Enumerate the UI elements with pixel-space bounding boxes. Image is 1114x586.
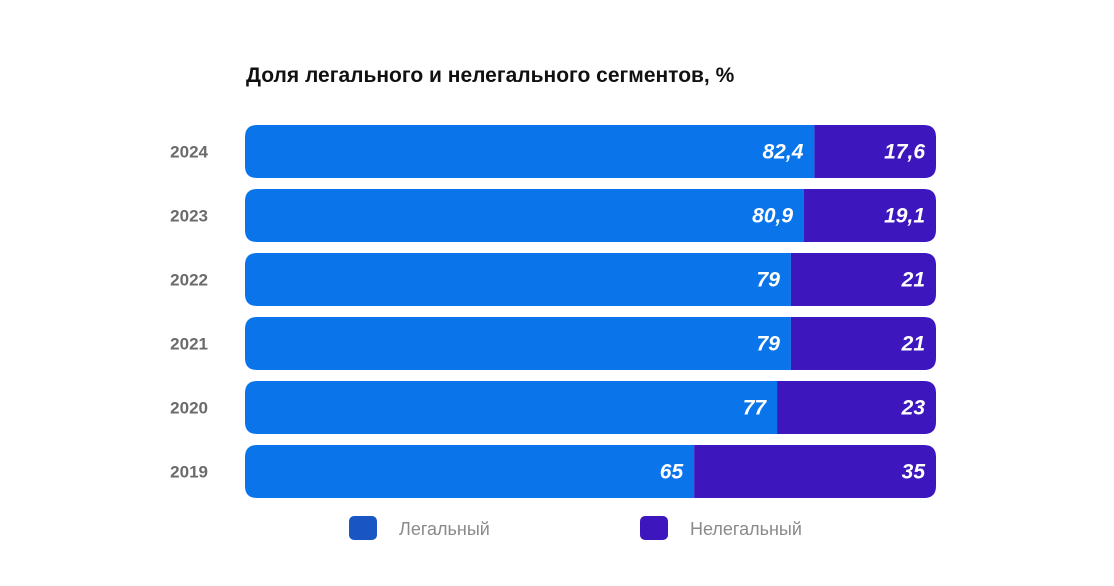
chart-title: Доля легального и нелегального сегментов… [246,64,735,87]
bar-legal [245,381,778,434]
bar-illegal [790,253,936,306]
bar-legal [245,317,791,370]
year-label: 2022 [170,271,208,290]
value-label-legal: 79 [757,333,781,356]
bar-illegal [814,125,936,178]
bar-illegal [790,317,936,370]
legend-label-illegal: Нелегальный [690,519,802,539]
value-label-legal: 80,9 [752,205,793,228]
year-label: 2020 [170,399,208,418]
year-label: 2024 [170,143,208,162]
legend-swatch-legal [349,516,377,540]
bar-legal [245,253,791,306]
value-label-illegal: 21 [901,333,925,356]
value-label-illegal: 21 [901,269,925,292]
bar-illegal [694,445,936,498]
year-label: 2021 [170,335,208,354]
bar-illegal [804,189,936,242]
bars-layer: 2024 82,4 17,6 2023 80,9 19,1 2022 79 21 2021 79 21… [170,125,936,498]
value-label-illegal: 23 [901,397,926,420]
year-label: 2023 [170,207,208,226]
legend-swatch-illegal [640,516,668,540]
value-label-legal: 79 [757,269,781,292]
bar-illegal [777,381,936,434]
value-label-legal: 77 [743,397,768,420]
legend-label-legal: Легальный [399,519,490,539]
value-label-illegal: 17,6 [884,141,925,164]
value-label-legal: 82,4 [763,141,804,164]
value-label-illegal: 19,1 [884,205,925,228]
legend: Легальный Нелегальный [349,516,802,540]
bar-legal [245,125,815,178]
value-label-legal: 65 [660,461,684,484]
bar-legal [245,445,695,498]
bar-legal [245,189,805,242]
year-label: 2019 [170,463,208,482]
value-label-illegal: 35 [902,461,926,484]
